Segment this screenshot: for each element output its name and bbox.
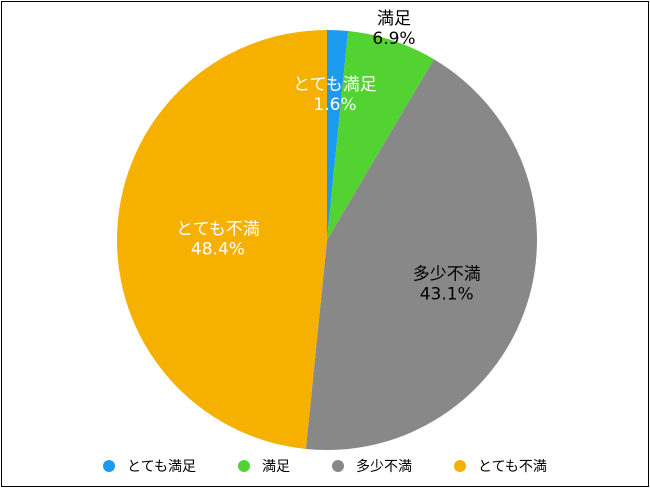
pie-slices — [116, 30, 538, 451]
slice-category-label-3: とても不満 — [176, 220, 260, 240]
pie-slice-3 — [116, 30, 327, 449]
slice-value-label-1: 6.9% — [372, 29, 415, 49]
pie-slice-2 — [305, 59, 538, 451]
slice-value-label-2: 43.1% — [420, 284, 474, 304]
pie-slice-1 — [327, 31, 434, 240]
legend-label-1: 満足 — [262, 459, 290, 475]
legend-swatch-2 — [332, 460, 344, 472]
slice-category-label-2: 多少不満 — [413, 264, 481, 284]
legend-item-1: 満足 — [238, 456, 290, 476]
legend-label-3: とても不満 — [478, 459, 547, 475]
legend-item-3: とても不満 — [454, 456, 547, 476]
legend-item-0: とても満足 — [103, 456, 196, 476]
legend: とても満足 満足 多少不満 とても不満 — [2, 456, 648, 476]
legend-swatch-1 — [238, 460, 250, 472]
slice-value-label-0: 1.6% — [313, 95, 356, 115]
legend-label-2: 多少不満 — [356, 459, 412, 475]
legend-swatch-3 — [454, 460, 466, 472]
slice-value-label-3: 48.4% — [191, 240, 245, 260]
slice-category-label-1: 満足 — [377, 9, 411, 29]
legend-item-2: 多少不満 — [332, 456, 412, 476]
legend-swatch-0 — [103, 460, 116, 472]
pie-slice-0 — [327, 30, 349, 240]
slice-category-label-0: とても満足 — [293, 75, 377, 95]
legend-label-0: とても満足 — [127, 459, 196, 475]
